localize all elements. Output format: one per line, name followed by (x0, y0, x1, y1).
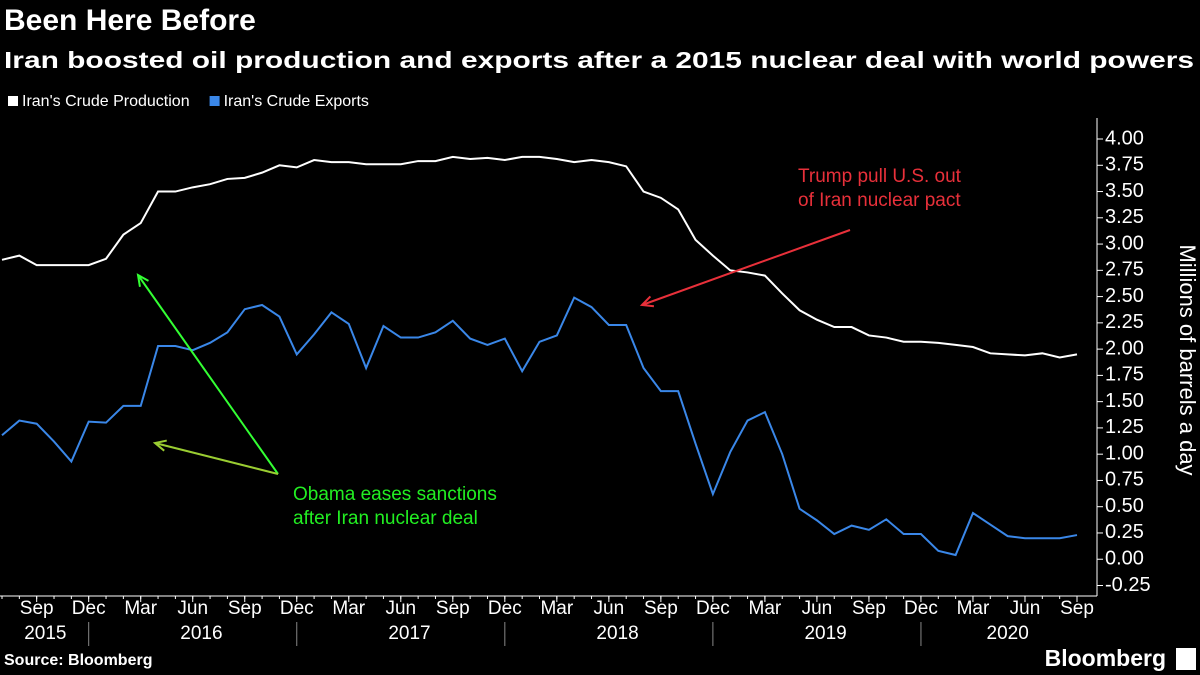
year-label: 2017 (388, 623, 430, 644)
legend-swatch (209, 96, 220, 106)
x-tick-label: Sep (436, 598, 470, 619)
y-tick-label: -0.25 (1105, 574, 1151, 596)
annotation-arrow (154, 442, 279, 475)
y-tick-label: 3.25 (1105, 206, 1144, 228)
x-tick-label: Mar (540, 598, 573, 619)
y-tick-label: 0.50 (1105, 495, 1144, 517)
x-tick-label: Dec (72, 598, 106, 619)
legend-label: Iran's Crude Production (22, 93, 190, 110)
x-tick-label: Jun (1010, 598, 1041, 619)
x-tick-label: Sep (228, 598, 262, 619)
y-tick-label: 1.00 (1105, 442, 1144, 464)
y-tick-label: 2.00 (1105, 337, 1144, 359)
y-tick-label: 1.50 (1105, 390, 1144, 412)
y-tick-label: 3.50 (1105, 180, 1144, 202)
y-tick-label: 3.00 (1105, 232, 1144, 254)
x-tick-label: Dec (488, 598, 522, 619)
annotation-text: of Iran nuclear pact (798, 190, 961, 211)
year-label: 2015 (24, 623, 66, 644)
y-tick-label: 0.25 (1105, 521, 1144, 543)
x-tick-label: Jun (802, 598, 833, 619)
year-label: 2020 (987, 623, 1029, 644)
logo: Bloomberg (1045, 645, 1166, 671)
series-line (1, 296, 1078, 557)
x-tick-label: Dec (280, 598, 314, 619)
y-tick-label: 2.25 (1105, 311, 1144, 333)
x-tick-label: Mar (332, 598, 365, 619)
chart-subtitle: Iran boosted oil production and exports … (4, 47, 1194, 73)
y-tick-label: 2.75 (1105, 259, 1144, 281)
annotation-arrowhead (152, 439, 167, 452)
legend-swatch (8, 96, 18, 106)
x-tick-label: Jun (177, 598, 208, 619)
x-tick-label: Sep (852, 598, 886, 619)
chart-title: Been Here Before (4, 4, 256, 37)
y-tick-label: 0.75 (1105, 469, 1144, 491)
y-tick-label: 2.50 (1105, 285, 1144, 307)
source: Source: Bloomberg (4, 652, 152, 669)
x-tick-label: Jun (594, 598, 625, 619)
x-tick-label: Sep (1060, 598, 1094, 619)
x-tick-label: Mar (124, 598, 157, 619)
logo-icon (1176, 648, 1196, 670)
annotation-text: after Iran nuclear deal (293, 508, 478, 529)
y-tick-label: 1.25 (1105, 416, 1144, 438)
annotation-text: Trump pull U.S. out (798, 166, 962, 187)
annotation-arrowhead (639, 295, 655, 308)
x-tick-label: Dec (904, 598, 938, 619)
year-label: 2019 (804, 623, 846, 644)
year-label: 2016 (180, 623, 222, 644)
annotation-arrow (641, 229, 851, 306)
annotation-arrowhead (136, 273, 149, 288)
x-tick-label: Jun (385, 598, 416, 619)
annotation-text: Obama eases sanctions (293, 484, 497, 505)
x-tick-label: Sep (644, 598, 678, 619)
series-line (1, 155, 1078, 359)
y-tick-label: 1.75 (1105, 364, 1144, 386)
y-tick-label: 3.75 (1105, 154, 1144, 176)
x-tick-label: Mar (749, 598, 782, 619)
y-axis-label: Millions of barrels a day (1175, 244, 1200, 475)
y-tick-label: 0.00 (1105, 548, 1144, 570)
annotation-arrow (137, 274, 279, 475)
legend-label: Iran's Crude Exports (224, 93, 369, 110)
y-tick-label: 4.00 (1105, 127, 1144, 149)
x-tick-label: Mar (957, 598, 990, 619)
year-label: 2018 (596, 623, 638, 644)
x-tick-label: Sep (20, 598, 54, 619)
x-tick-label: Dec (696, 598, 730, 619)
